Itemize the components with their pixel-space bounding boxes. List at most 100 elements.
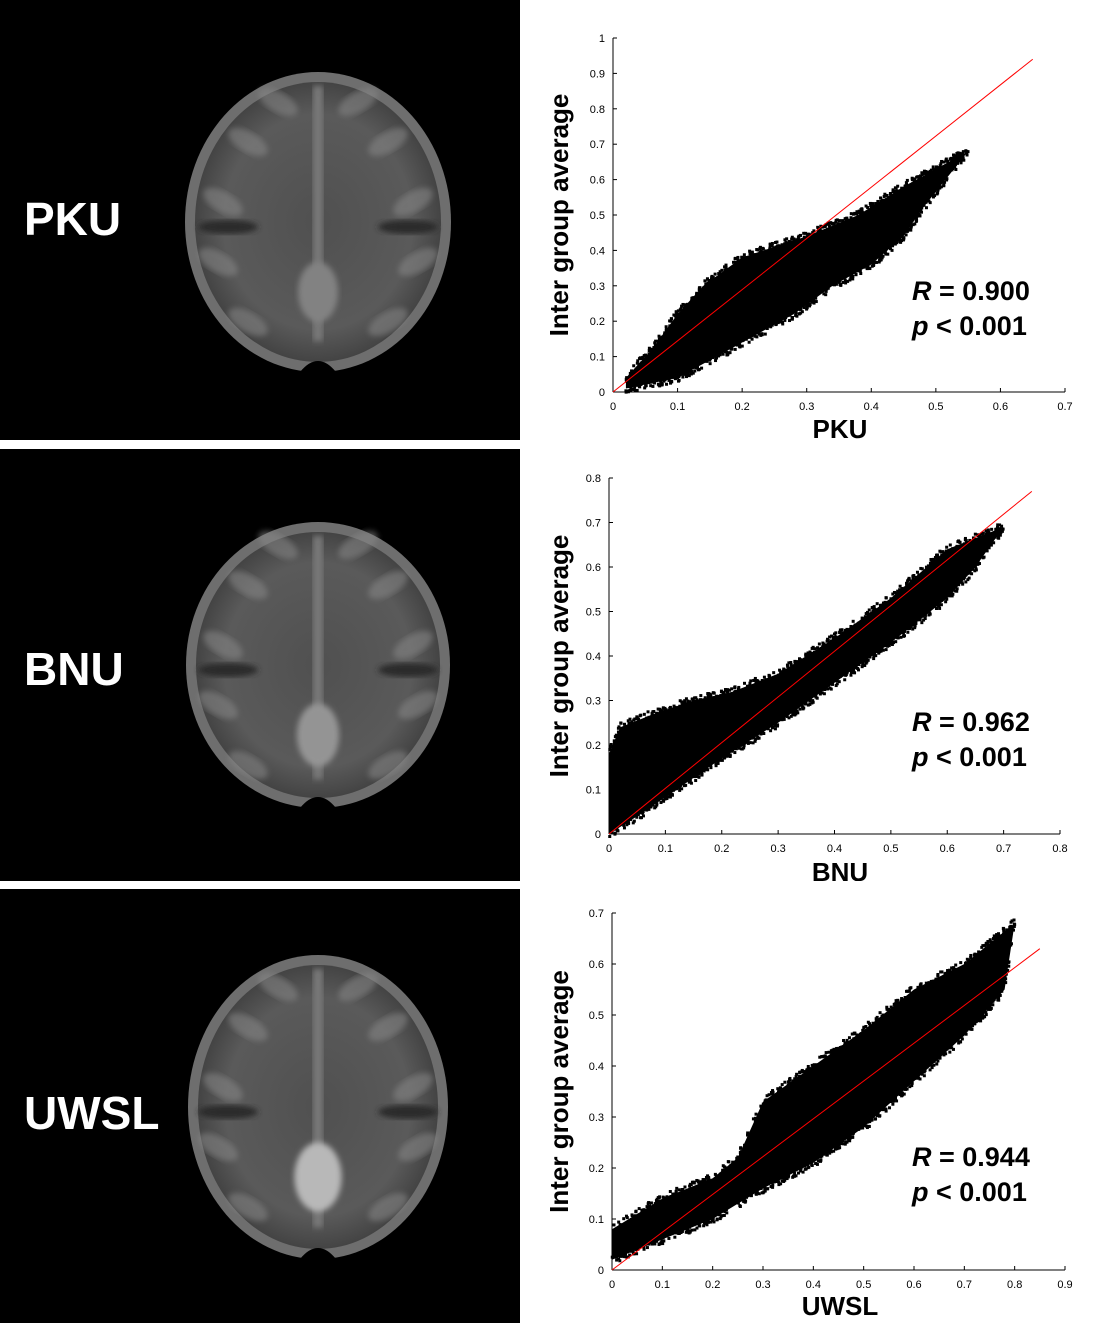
scatter-point [850,274,854,278]
scatter-point [928,1068,932,1072]
scatter-point [869,207,873,211]
scatter-point [644,804,648,808]
scatter-point [893,1004,897,1008]
scatter-point [725,353,729,357]
scatter-point [992,535,996,539]
scatter-point [937,604,941,608]
scatter-point [843,678,847,682]
scatter-point [642,1247,646,1251]
scatter-point [847,1135,851,1139]
scatter-point [785,714,789,718]
scatter-point [961,966,965,970]
scatter-point [777,244,781,248]
scatter-point [899,1001,903,1005]
scatter-point [806,1068,810,1072]
scatter-point [909,579,913,583]
scatter-point [693,699,697,703]
scatter-point [913,177,917,181]
scatter-point [705,277,709,281]
scatter-point [996,998,1000,1002]
scatter-point [723,350,727,354]
scatter-point [721,752,725,756]
scatter-point [697,1223,701,1227]
scatter-point [740,339,744,343]
scatter-point [957,583,961,587]
scatter-point [829,642,833,646]
scatter-point [750,337,754,341]
scatter-point [843,1041,847,1045]
scatter-point [755,679,759,683]
scatter-point [827,643,831,647]
scatter-point [739,337,743,341]
scatter-point [807,654,811,658]
scatter-point [940,553,944,557]
scatter-point [915,214,919,218]
row-bnu: BNU 0 0.1 0.2 0.3 0.4 0.5 0.6 0.7 0.8 0 0.1 0.2 0.3 0… [0,449,1116,881]
scatter-point [961,150,965,154]
scatter-point [687,1231,691,1235]
scatter-point [650,711,654,715]
scatter-point [662,1197,666,1201]
scatter-point [828,635,832,639]
scatter-point [948,162,952,166]
scatter-point [1008,925,1012,929]
scatter-point [670,1230,674,1234]
x-tick-label: 0.9 [1057,1279,1072,1291]
scatter-point [799,658,803,662]
scatter-point [925,172,929,176]
scatter-point [758,250,762,254]
scatter-point [870,606,874,610]
scatter-point [723,265,727,269]
axes [612,37,1066,393]
scatter-point [886,252,890,256]
scatter-point [680,1189,684,1193]
scatter-point [774,240,778,244]
scatter-point [669,1195,673,1199]
scatter-point [608,835,612,839]
scatter-point [881,648,885,652]
scatter-point [819,233,823,237]
scatter-point [873,607,877,611]
scatter-point [643,719,647,723]
scatter-point [780,1179,784,1183]
scatter-point [846,629,850,633]
scatter-point [976,562,980,566]
scatter-point [857,621,861,625]
scatter-point [721,754,725,758]
scatter-point [808,304,812,308]
scatter-point [715,356,719,360]
scatter-point [978,537,982,541]
scatter-point [1012,924,1016,928]
scatter-point [723,1207,727,1211]
scatter-point [873,652,877,656]
scatter-point [691,697,695,701]
scatter-point [996,531,1000,535]
scatter-point [880,1107,884,1111]
scatter-point [971,536,975,540]
scatter-point [835,682,839,686]
scatter-point [816,225,820,229]
scatter-point [851,1135,855,1139]
scatter-point [616,726,620,730]
scatter-point [985,536,989,540]
scatter-point [789,714,793,718]
scatter-point [997,932,1001,936]
scatter-point [643,386,647,390]
scatter-point [916,985,920,989]
scatter-point [973,537,977,541]
scatter-point [738,1153,742,1157]
scatter-point [861,662,865,666]
scatter-point [998,934,1002,938]
scatter-point [812,1063,816,1067]
scatter-point [783,1080,787,1084]
scatter-point [626,819,630,823]
scatter-point [951,153,955,157]
scatter-point [829,221,833,225]
scatter-point [777,1183,781,1187]
scatter-point [880,643,884,647]
scatter-point [810,651,814,655]
scatter-point [914,219,918,223]
scatter-point [801,659,805,663]
scatter-point [901,1093,905,1097]
scatter-point [771,1089,775,1093]
